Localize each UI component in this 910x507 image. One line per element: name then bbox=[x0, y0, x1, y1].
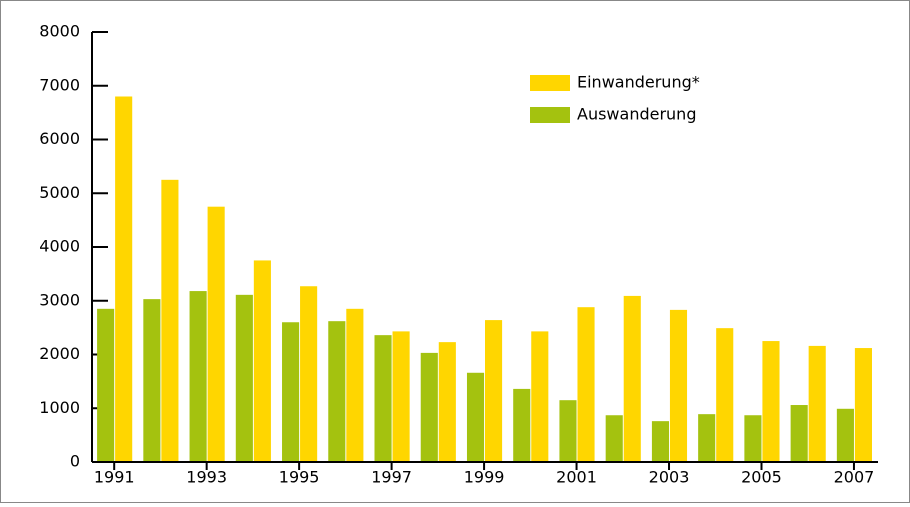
bar bbox=[374, 335, 392, 462]
y-tick-label: 0 bbox=[70, 452, 80, 471]
bar bbox=[485, 320, 503, 462]
bar bbox=[115, 96, 133, 462]
y-tick-label: 6000 bbox=[39, 129, 80, 148]
bar bbox=[420, 352, 438, 462]
bar bbox=[623, 295, 641, 462]
x-tick-label: 2001 bbox=[556, 468, 597, 487]
legend-label: Einwanderung* bbox=[577, 73, 700, 92]
x-tick-label: 1997 bbox=[371, 468, 412, 487]
bar bbox=[698, 414, 716, 462]
x-tick-label: 2007 bbox=[834, 468, 875, 487]
x-tick-label: 1995 bbox=[279, 468, 320, 487]
legend-label: Auswanderung bbox=[577, 105, 696, 124]
bar bbox=[466, 372, 485, 462]
bar bbox=[392, 331, 410, 462]
bar bbox=[282, 322, 300, 462]
y-tick-label: 3000 bbox=[39, 290, 80, 309]
y-tick-label: 4000 bbox=[39, 237, 80, 256]
bar bbox=[531, 331, 549, 462]
bar bbox=[189, 291, 207, 462]
x-tick-label: 1993 bbox=[186, 468, 227, 487]
bar bbox=[235, 294, 253, 462]
bar bbox=[808, 345, 826, 462]
bar bbox=[716, 328, 734, 462]
bar bbox=[651, 421, 670, 462]
bar bbox=[97, 308, 115, 462]
bar bbox=[577, 307, 595, 462]
x-tick-label: 1991 bbox=[94, 468, 135, 487]
x-tick-label: 2003 bbox=[649, 468, 690, 487]
bar bbox=[669, 309, 688, 462]
bar bbox=[253, 260, 271, 462]
bar bbox=[207, 206, 225, 462]
bar bbox=[438, 342, 456, 462]
y-tick-label: 5000 bbox=[39, 183, 80, 202]
bar bbox=[300, 286, 318, 462]
bar bbox=[790, 405, 808, 462]
x-tick-label: 1999 bbox=[464, 468, 505, 487]
bar bbox=[161, 179, 179, 462]
y-tick-label: 2000 bbox=[39, 344, 80, 363]
bar bbox=[328, 321, 346, 462]
y-tick-label: 8000 bbox=[39, 22, 80, 41]
legend-swatch bbox=[530, 75, 570, 91]
legend-swatch bbox=[530, 107, 570, 123]
bar bbox=[143, 299, 161, 462]
bar bbox=[836, 408, 854, 462]
bar bbox=[744, 415, 762, 462]
x-tick-label: 2005 bbox=[741, 468, 782, 487]
bar bbox=[762, 341, 780, 462]
bar bbox=[346, 308, 364, 462]
bar bbox=[605, 415, 623, 462]
bar bbox=[513, 388, 531, 462]
y-tick-label: 1000 bbox=[39, 398, 80, 417]
bar bbox=[559, 400, 577, 462]
bar bbox=[854, 348, 872, 462]
y-tick-label: 7000 bbox=[39, 75, 80, 94]
